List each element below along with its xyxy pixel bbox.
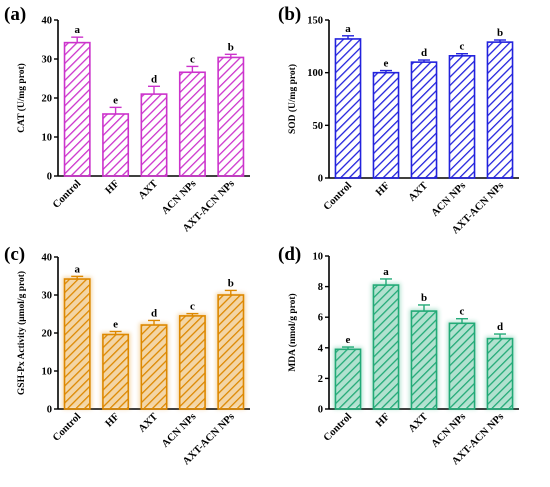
y-tick-label: 2 [318,374,323,385]
significance-label: e [113,94,118,106]
x-tick-label: ACN NPs [430,411,469,450]
significance-label: a [383,266,389,278]
bar [486,41,514,179]
panel-label: (c) [4,244,25,265]
significance-label: d [497,321,503,333]
significance-label: a [74,263,80,275]
chart-panel-a: (a) 0 10 20 30 40 CAT (U/mg prot) a Control e HF d A… [4,4,250,234]
bar [178,315,206,410]
x-tick-label: Control [322,411,354,443]
significance-label: b [228,41,234,53]
y-tick-label: 40 [42,253,53,264]
x-tick-label: ACN NPs [430,180,469,219]
bar [410,310,438,410]
bar [372,71,400,179]
significance-label: c [190,301,195,313]
bar [448,322,476,410]
y-tick-label: 0 [318,405,323,416]
y-tick-label: 150 [307,16,323,27]
y-axis-title: SOD (U/mg prot) [287,64,298,134]
bar [140,93,168,177]
x-tick-label: HF [104,178,122,196]
panel-label: (d) [278,244,301,265]
chart-panel-c: (c) 0 10 20 30 40 GSH-Px Activity (μmol/g prot… [4,244,250,467]
panel-label: (a) [4,4,26,25]
significance-label: b [228,277,234,289]
panel-label: (b) [278,4,301,25]
bar [63,41,91,177]
y-tick-label: 0 [318,174,323,185]
bar [334,348,362,410]
x-tick-label: AXT [407,411,430,434]
significance-label: c [460,41,465,53]
significance-label: b [497,27,503,39]
bar [410,61,438,179]
x-tick-label: HF [104,411,122,429]
y-tick-label: 6 [318,313,323,324]
y-tick-label: 8 [318,282,323,293]
x-tick-label: Control [51,411,83,443]
x-tick-label: AXT [407,180,430,203]
y-axis-title: MDA (nmol/g prot) [287,293,298,371]
significance-label: e [346,334,351,346]
y-tick-label: 100 [307,68,323,79]
significance-label: b [421,292,427,304]
significance-label: e [113,318,118,330]
significance-label: e [384,58,389,70]
x-tick-label: AXT [137,411,160,434]
y-tick-label: 20 [42,329,53,340]
chart-panel-b: (b) 0 50 100 150 SOD (U/mg prot) a Control e HF d A… [278,4,519,236]
y-tick-label: 4 [318,343,324,354]
y-tick-label: 50 [313,121,324,132]
y-tick-label: 10 [313,252,324,263]
significance-label: a [345,23,351,35]
bar [140,324,168,410]
y-axis-title: CAT (U/mg prot) [16,63,27,133]
significance-label: a [74,24,80,36]
y-tick-label: 10 [42,133,53,144]
y-tick-label: 30 [42,291,53,302]
y-tick-label: 0 [47,405,52,416]
bar [102,113,130,177]
bar [372,284,400,410]
x-tick-label: Control [51,178,83,210]
y-tick-label: 0 [47,172,52,183]
bar [178,71,206,177]
significance-label: c [190,53,195,65]
bar [63,278,91,410]
x-tick-label: HF [374,411,392,429]
y-tick-label: 40 [42,16,53,27]
x-tick-label: Control [322,180,354,212]
chart-panel-d: (d) 0 2 4 6 8 10 MDA (nmol/g prot) e Control a HF b A… [278,244,519,467]
y-tick-label: 30 [42,55,53,66]
x-tick-label: AXT [137,178,160,201]
bar [448,55,476,179]
bar [486,337,514,410]
x-tick-label: ACN NPs [160,178,199,217]
bar [217,294,245,410]
bar [217,56,245,177]
x-tick-label: ACN NPs [160,411,199,450]
x-tick-label: HF [374,180,392,198]
y-axis-title: GSH-Px Activity (μmol/g prot) [16,271,27,395]
y-tick-label: 10 [42,367,53,378]
bar [334,38,362,179]
significance-label: c [460,306,465,318]
significance-label: d [421,47,427,59]
significance-label: d [151,73,157,85]
y-tick-label: 20 [42,94,53,105]
bar [102,333,130,410]
significance-label: d [151,307,157,319]
